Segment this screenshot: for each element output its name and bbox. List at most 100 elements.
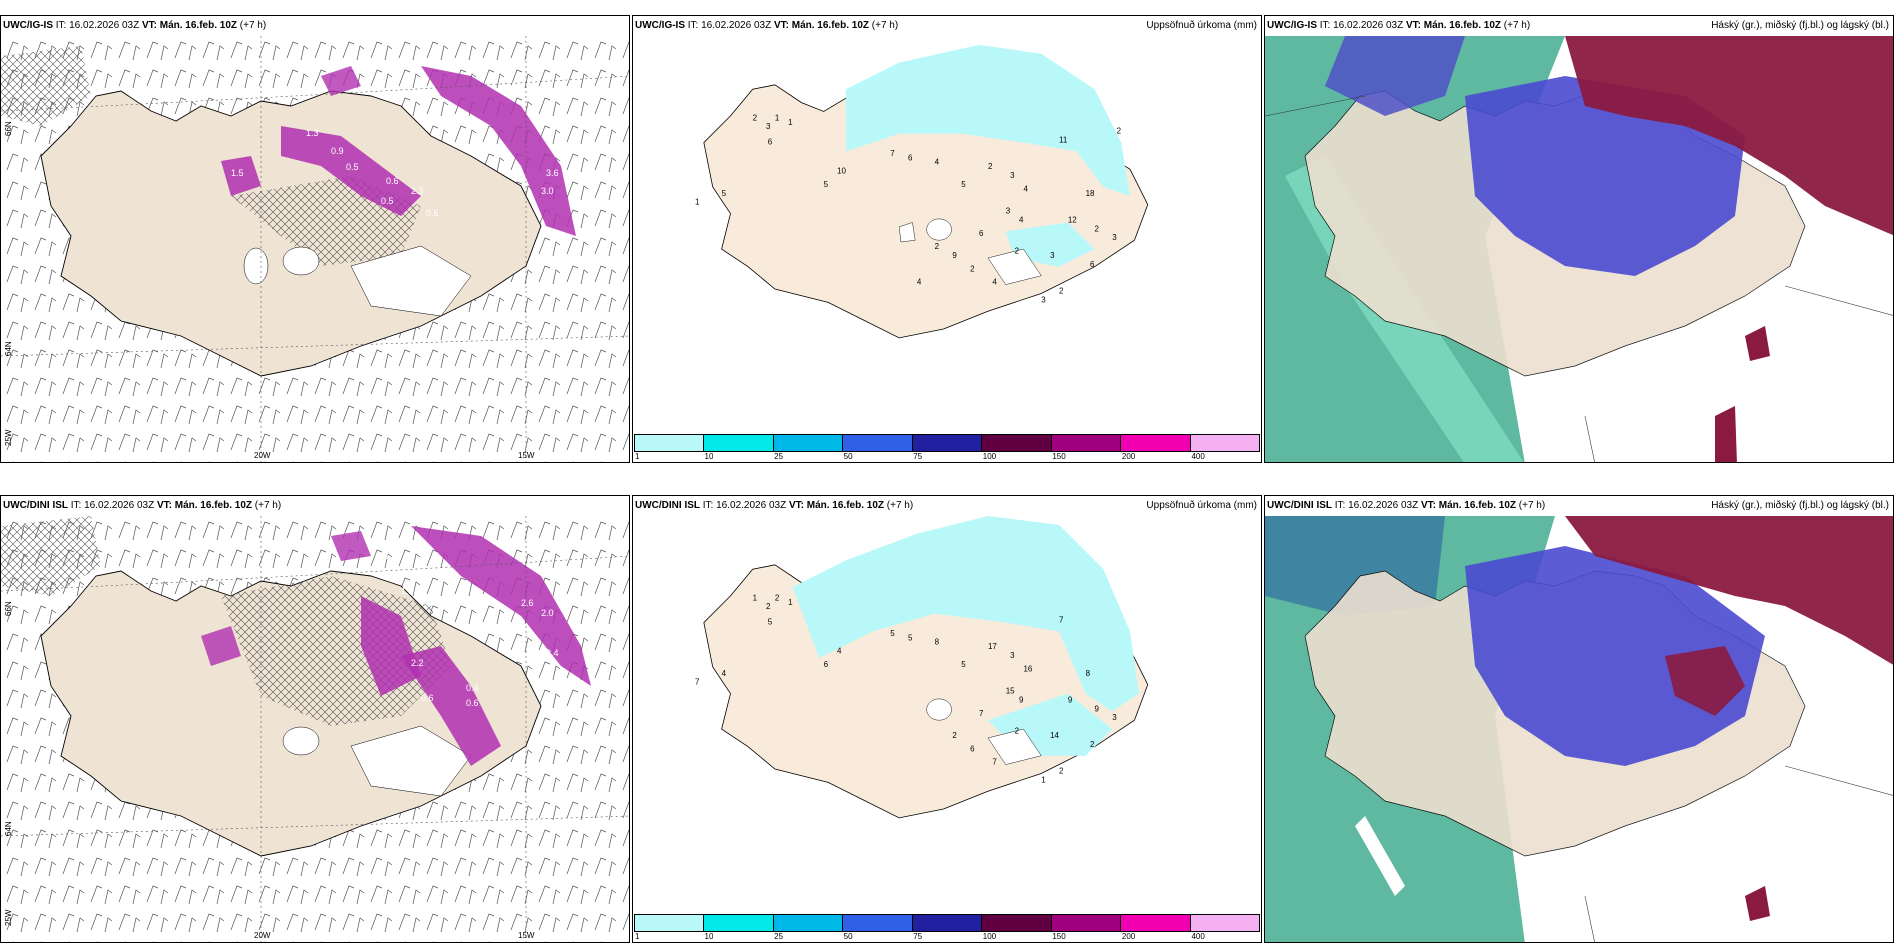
legend-tick: 150 [1052,932,1066,941]
legend-tick: 75 [913,452,923,461]
precip-value: 7 [695,678,700,687]
lon-label: 15W [518,451,535,460]
precip-value: 2 [935,242,940,251]
cloud-title: Háský (gr.), miðský (fj.bl.) og lágský (… [1711,500,1889,511]
legend-swatch [704,435,774,451]
precip-value: 4 [1023,184,1028,193]
cloud-panel-header: UWC/IG-IS IT: 16.02.2026 03Z VT: Mán. 16… [1265,16,1893,36]
legend-swatch [1051,915,1122,931]
lon-label: 20W [254,451,271,460]
lon-label: 25W [4,429,13,446]
precip-value: 6 [979,229,984,238]
precip-value: 5 [824,180,829,189]
precip-area [845,44,1131,196]
wind-map: 4.8 2.1 1.2 2.6 2.0 0.6 1.1 0.4 0.6 3.4 … [1,516,629,942]
wind-label: 3.4 [546,648,559,658]
wind-panel-header: UWC/IG-IS IT: 16.02.2026 03Z VT: Mán. 16… [3,20,267,31]
precip-value: 3 [1050,251,1055,260]
precip-panel-igis: UWC/IG-IS IT: 16.02.2026 03Z VT: Mán. 16… [632,15,1262,463]
precip-value: 5 [722,189,727,198]
legend-tick: 100 [982,932,997,941]
legend-swatch [635,435,705,451]
legend-swatch [912,435,983,451]
legend-swatch [704,915,774,931]
wind-label: 2.0 [541,608,554,618]
precip-value: 2 [1015,247,1020,256]
precip-value: 6 [970,744,975,753]
legend-tick: 10 [704,452,714,461]
legend-swatch [1121,435,1191,451]
wind-panel-header: UWC/DINI ISL IT: 16.02.2026 03Z VT: Mán.… [3,500,282,511]
precip-value: 3 [1006,207,1011,216]
wind-label: 0.5 [346,162,359,172]
wind-label: 2.5 [501,78,514,88]
precip-value: 14 [1050,731,1059,740]
precip-value: 1 [753,593,758,602]
legend-tick: 75 [913,932,923,941]
precip-value: 1 [775,113,780,122]
lon-label: 20W [254,931,271,940]
precip-value: 2 [775,593,780,602]
precip-value: 2 [988,162,993,171]
wind-label: 1.1 [411,546,424,556]
precip-value: 4 [935,158,940,167]
precip-panel-header: UWC/DINI ISL IT: 16.02.2026 03Z VT: Mán.… [633,496,1261,516]
precip-value: 7 [979,709,984,718]
precip-value: 18 [1086,189,1095,198]
wind-label: 0.6 [386,176,399,186]
legend-swatch [982,435,1052,451]
wind-label: 0.5 [381,196,394,206]
precip-value: 3 [1010,651,1015,660]
precip-title: Uppsöfnuð úrkoma (mm) [1146,20,1257,31]
precip-value: 17 [988,642,997,651]
legend-swatch [843,915,913,931]
precip-value: 2 [753,113,758,122]
precip-value: 1 [695,198,700,207]
precip-value: 9 [952,251,957,260]
precip-panel-header: UWC/IG-IS IT: 16.02.2026 03Z VT: Mán. 16… [633,16,1261,36]
precip-value: 7 [992,758,997,767]
wind-label: 2.3 [411,186,424,196]
legend-swatch [982,915,1052,931]
precip-value: 3 [766,122,771,131]
precip-value: 5 [890,629,895,638]
precip-value: 5 [961,180,966,189]
precip-value: 2 [1015,727,1020,736]
wind-panel-dini: UWC/DINI ISL IT: 16.02.2026 03Z VT: Mán.… [0,495,630,943]
precip-value: 6 [1090,260,1095,269]
legend-swatch [1121,915,1191,931]
snow-region [350,245,472,317]
legend-tick: 200 [1121,452,1136,461]
precip-value: 3 [1112,713,1117,722]
mid-cloud [1465,76,1745,276]
lat-label: 66N [4,601,13,616]
precip-value: 2 [766,602,771,611]
precip-band [421,66,576,236]
wind-label: 3.6 [546,168,559,178]
precip-value: 3 [1010,171,1015,180]
precip-value: 2 [1094,224,1099,233]
legend-swatch [1051,435,1122,451]
precip-value: 1 [1041,775,1046,784]
legend-swatch [773,915,844,931]
legend-tick: 1 [635,932,640,941]
precip-value: 5 [908,633,913,642]
precip-value: 2 [970,264,975,273]
precip-value: 4 [722,669,727,678]
wind-label: 0.6 [466,698,479,708]
precip-value: 1 [788,118,793,127]
cloud-panel-dini: UWC/DINI ISL IT: 16.02.2026 03Z VT: Mán.… [1264,495,1894,943]
legend-tick: 400 [1191,932,1205,941]
precip-legend [634,434,1260,452]
precip-legend [634,914,1260,932]
legend-tick: 100 [982,452,997,461]
lat-label: 64N [4,821,13,836]
cloud-panel-header: UWC/DINI ISL IT: 16.02.2026 03Z VT: Mán.… [1265,496,1893,516]
legend-tick: 1 [635,452,640,461]
precip-value: 9 [1019,695,1024,704]
wind-label: 0.9 [331,146,344,156]
precip-value: 8 [1086,669,1091,678]
